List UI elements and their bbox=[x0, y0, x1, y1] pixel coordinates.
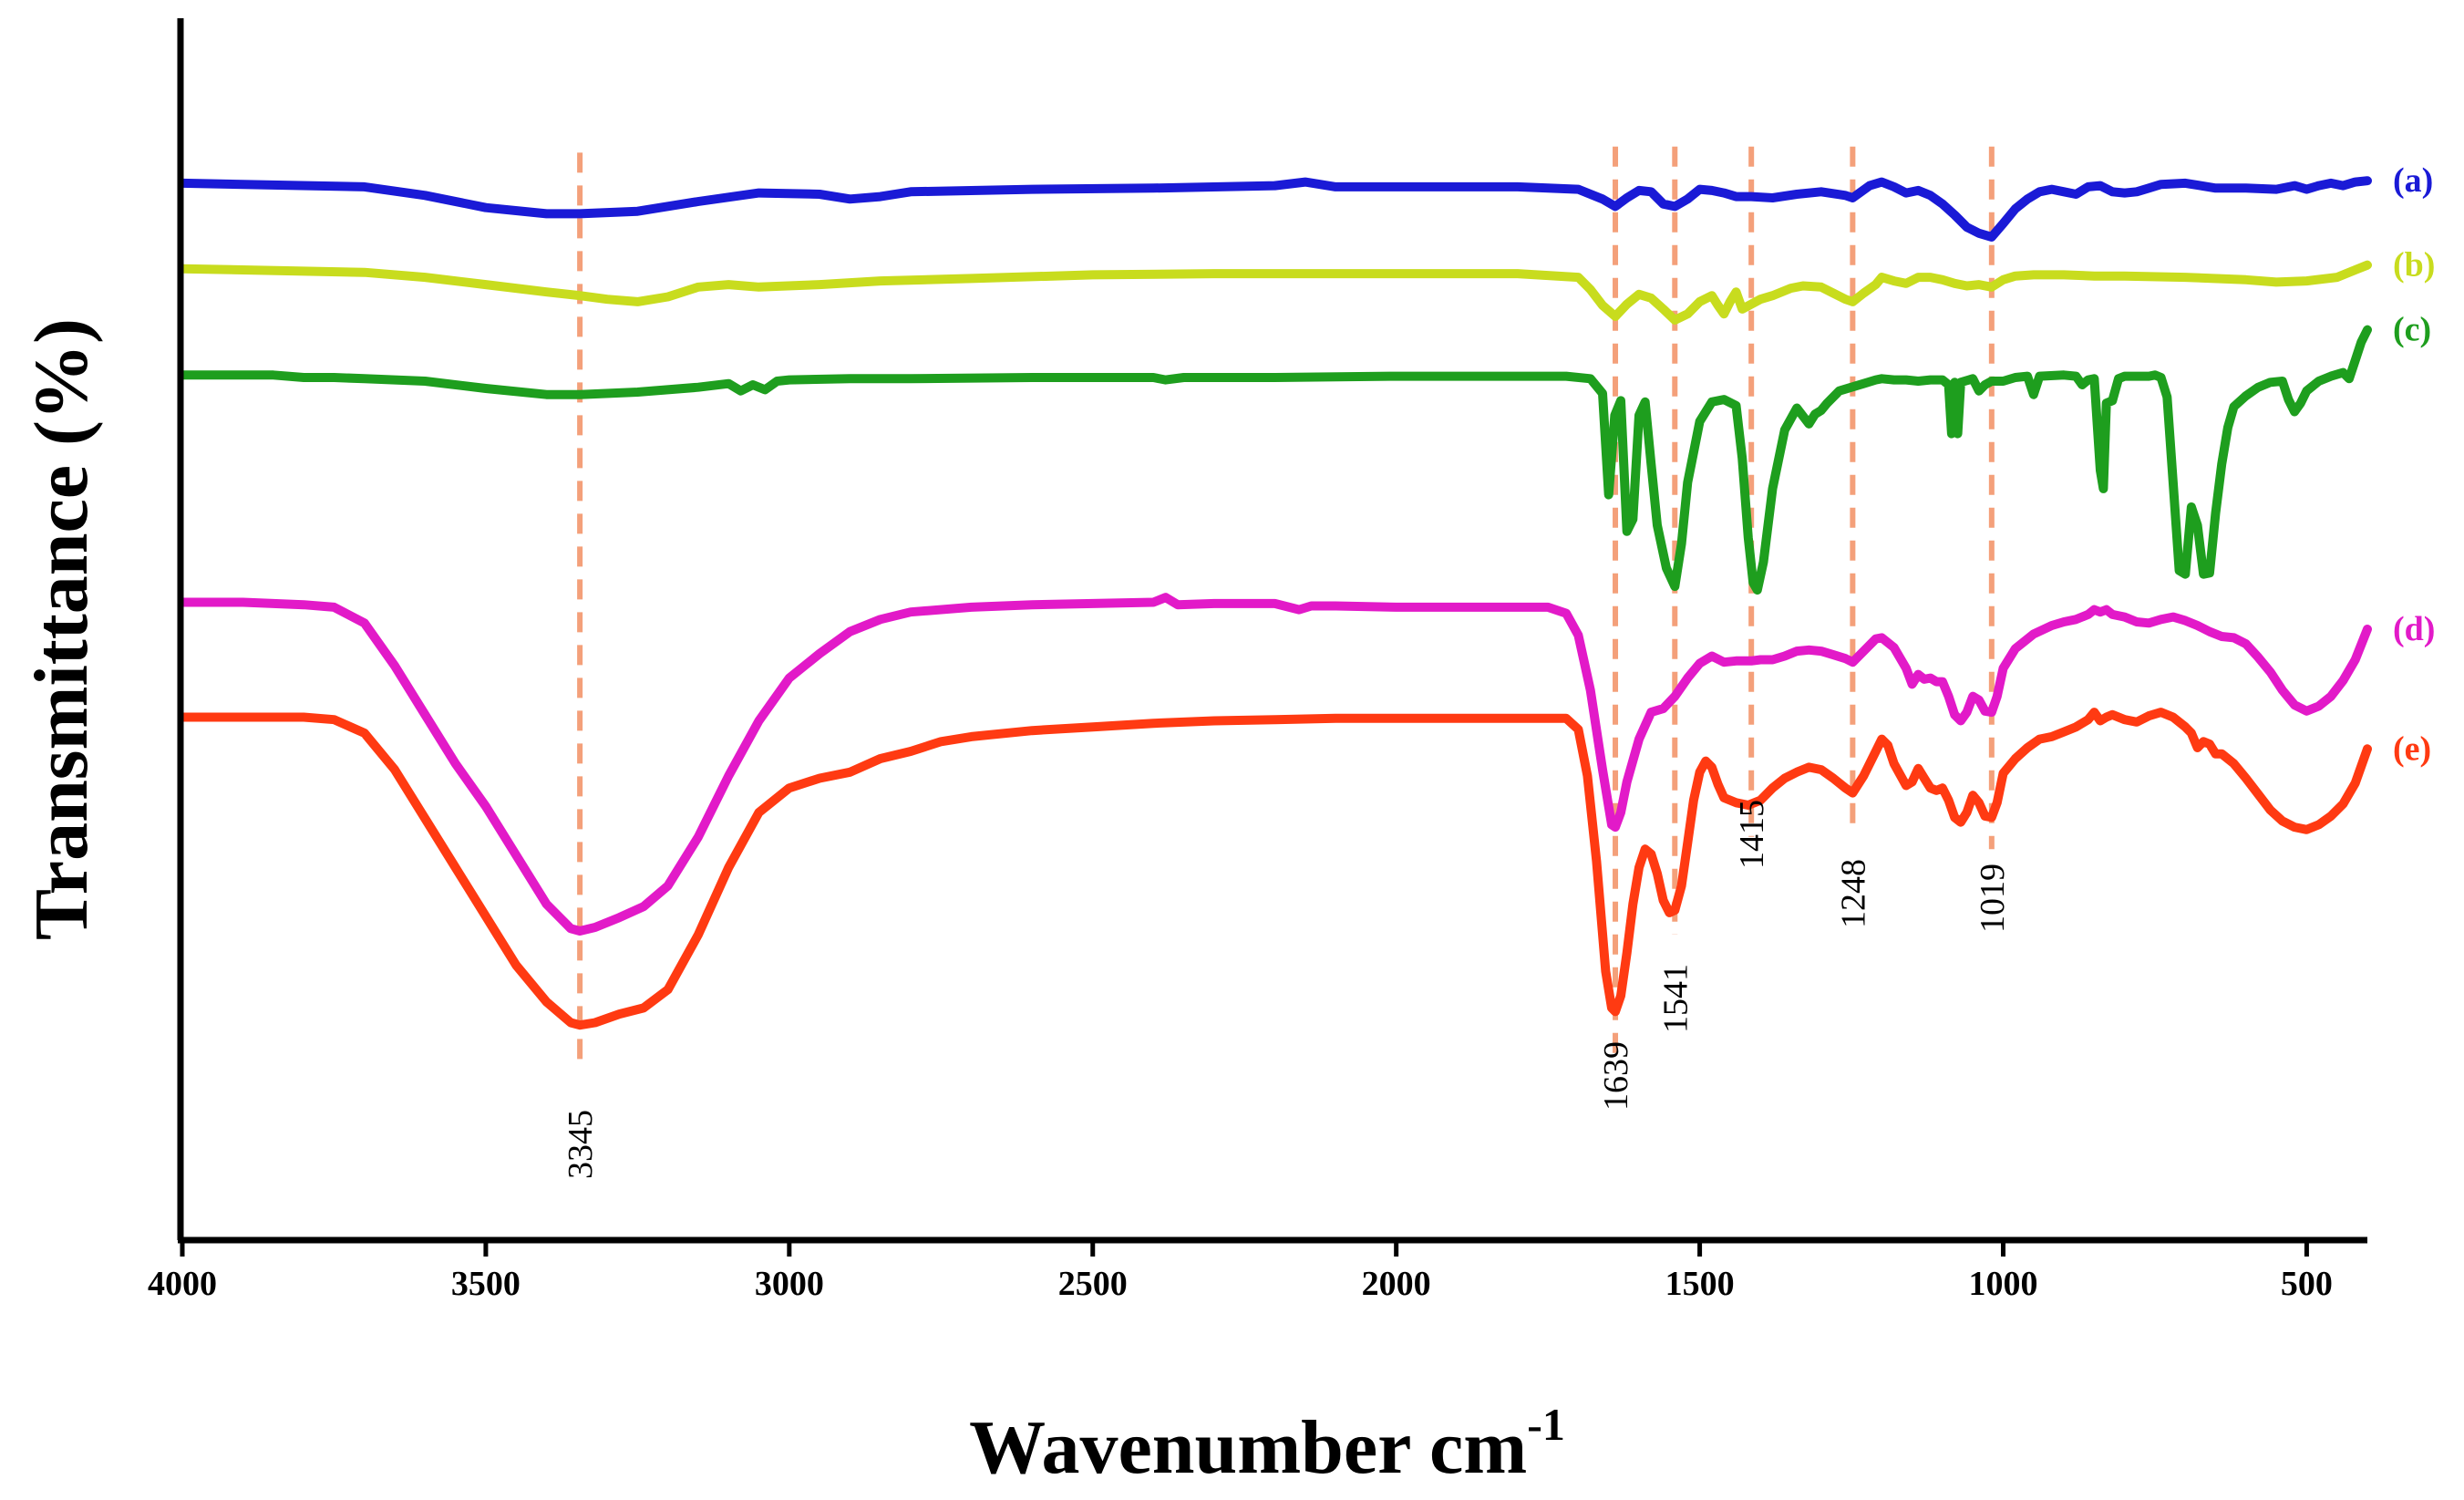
x-tick-label-4000: 4000 bbox=[148, 1265, 217, 1303]
ref-label-3345: 3345 bbox=[562, 1110, 600, 1179]
x-tick-label-2500: 2500 bbox=[1058, 1265, 1128, 1303]
legend-label-e: (e) bbox=[2393, 729, 2431, 768]
legend-label-b: (b) bbox=[2393, 246, 2435, 284]
series-line-c bbox=[178, 325, 2372, 595]
x-axis-title: Wavenumber cm-1 bbox=[969, 1399, 1565, 1490]
y-axis-title: Transmittance (%) bbox=[19, 318, 104, 940]
ref-label-1415: 1415 bbox=[1733, 800, 1771, 869]
x-ticks: 4000 3500 3000 2500 2000 1500 1000 500 bbox=[148, 1240, 2333, 1303]
x-tick-label-1000: 1000 bbox=[1969, 1265, 2038, 1303]
ref-label-1639: 1639 bbox=[1597, 1041, 1635, 1111]
series-line-a bbox=[178, 176, 2372, 242]
x-axis-title-superscript: -1 bbox=[1527, 1399, 1565, 1450]
ref-label-1541: 1541 bbox=[1656, 964, 1695, 1033]
legend-label-c: (c) bbox=[2393, 311, 2431, 349]
legend: (a) (b) (c) (d) (e) bbox=[2393, 161, 2435, 768]
x-tick-label-1500: 1500 bbox=[1665, 1265, 1735, 1303]
reference-lines bbox=[577, 146, 1995, 1070]
x-axis-title-text: Wavenumber cm bbox=[969, 1405, 1527, 1490]
series-layer bbox=[178, 176, 2372, 1030]
x-tick-label-500: 500 bbox=[2281, 1265, 2333, 1303]
x-tick-label-3000: 3000 bbox=[755, 1265, 824, 1303]
series-line-b bbox=[178, 260, 2372, 325]
ref-label-1248: 1248 bbox=[1834, 859, 1872, 928]
series-line-d bbox=[178, 593, 2372, 936]
legend-label-a: (a) bbox=[2393, 161, 2433, 200]
reference-labels: 3345 1639 1541 1415 1248 1019 bbox=[562, 800, 2012, 1179]
x-tick-label-3500: 3500 bbox=[451, 1265, 521, 1303]
legend-label-d: (d) bbox=[2393, 610, 2435, 648]
x-tick-label-2000: 2000 bbox=[1362, 1265, 1431, 1303]
series-line-e bbox=[178, 708, 2372, 1030]
ref-label-1019: 1019 bbox=[1974, 864, 2012, 933]
